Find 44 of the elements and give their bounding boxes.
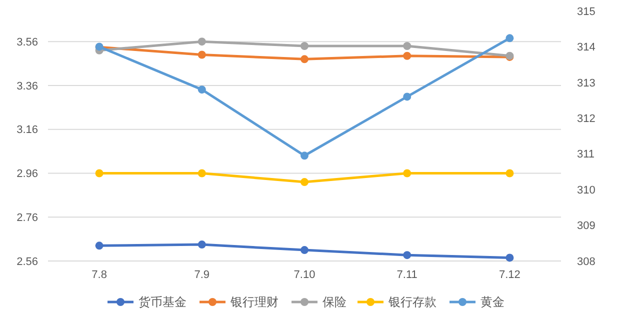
y2-tick-label: 308: [577, 256, 596, 268]
point: [198, 169, 206, 178]
y-tick-label: 2.56: [16, 256, 38, 268]
y2-tick-label: 309: [577, 220, 596, 232]
y2-tick-label: 311: [577, 148, 595, 161]
y-tick-label: 2.76: [16, 212, 38, 224]
point: [95, 242, 104, 250]
point: [506, 34, 514, 42]
x-tick-label: 7.12: [498, 269, 520, 281]
point: [506, 254, 514, 262]
y-tick-label: 3.36: [16, 80, 38, 92]
y-tick-label: 3.56: [16, 36, 38, 48]
point: [300, 178, 308, 186]
point: [300, 42, 308, 50]
legend-label: 保险: [322, 295, 346, 310]
legend-label: 黄金: [480, 295, 504, 310]
point: [300, 246, 308, 254]
point: [506, 169, 514, 178]
x-tick-label: 7.10: [294, 269, 316, 281]
point: [95, 169, 104, 178]
y-tick-label: 3.16: [16, 124, 38, 136]
point: [198, 240, 206, 249]
point: [403, 169, 412, 178]
point: [300, 152, 308, 160]
point: [403, 42, 412, 50]
x-tick-label: 7.9: [194, 269, 210, 281]
point: [198, 38, 206, 46]
x-tick-label: 7.11: [396, 269, 418, 281]
point: [300, 55, 308, 64]
x-tick-label: 7.8: [92, 269, 107, 281]
point: [403, 251, 412, 260]
point: [403, 52, 412, 60]
point: [403, 92, 412, 101]
y2-tick-label: 312: [577, 112, 596, 125]
y-tick-label: 2.96: [16, 168, 38, 180]
y2-tick-label: 315: [577, 6, 596, 18]
y2-tick-label: 310: [577, 184, 596, 196]
legend-label: 银行存款: [388, 295, 436, 310]
point: [198, 50, 206, 59]
point: [198, 86, 206, 94]
y2-tick-label: 314: [577, 42, 596, 54]
legend-label: 银行理财: [230, 295, 278, 310]
legend-label: 货币基金: [138, 295, 186, 310]
y2-tick-label: 313: [577, 77, 596, 90]
